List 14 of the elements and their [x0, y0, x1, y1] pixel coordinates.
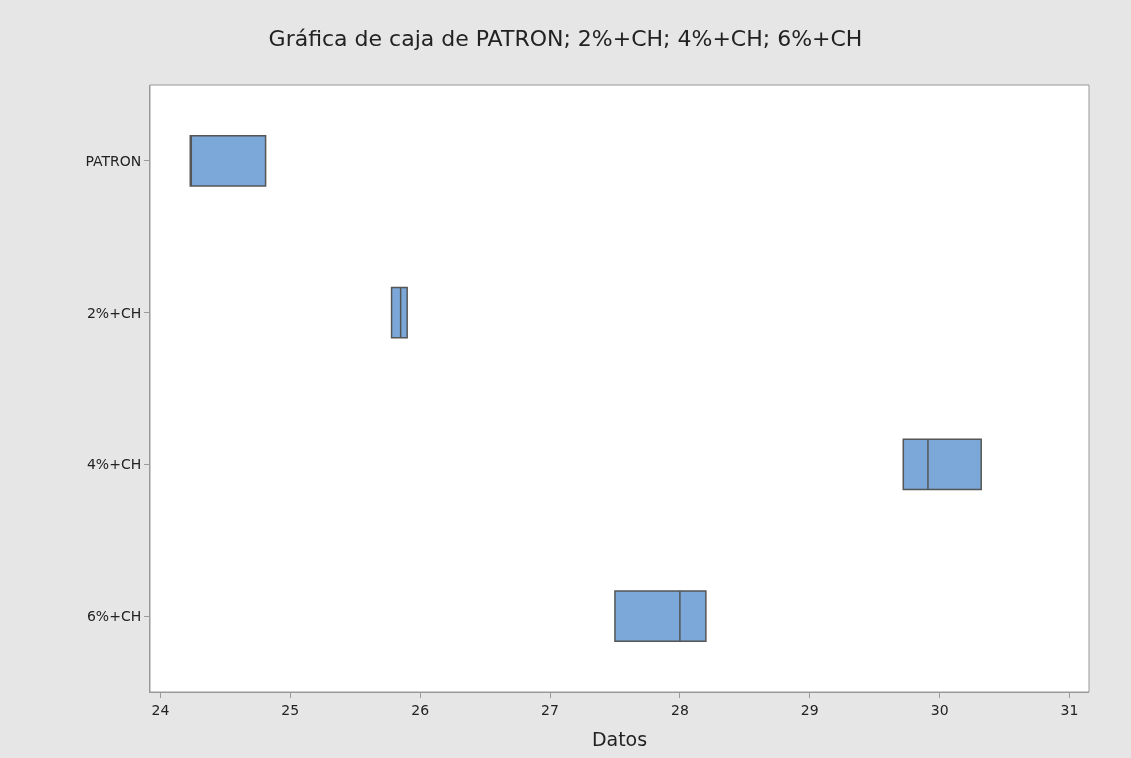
x-tick-label: 24 [151, 701, 170, 718]
x-tick-label: 28 [670, 701, 689, 718]
x-tick-label: 29 [800, 701, 819, 718]
x-tick-label: 30 [930, 701, 949, 718]
x-tick-label: 25 [281, 701, 300, 718]
y-tick-label: 2%+CH [86, 304, 142, 321]
x-tick-label: 26 [411, 701, 430, 718]
x-tick-label: 27 [541, 701, 559, 718]
x-tick-label: 31 [1060, 701, 1079, 718]
y-tick-label: 6%+CH [86, 608, 142, 625]
y-tick-label: 4%+CH [86, 456, 142, 473]
chart-title: Gráfica de caja de PATRON; 2%+CH; 4%+CH; 6%+CH [268, 25, 863, 51]
x-axis-title: Datos [591, 727, 648, 750]
y-tick-label: PATRON [85, 152, 142, 169]
